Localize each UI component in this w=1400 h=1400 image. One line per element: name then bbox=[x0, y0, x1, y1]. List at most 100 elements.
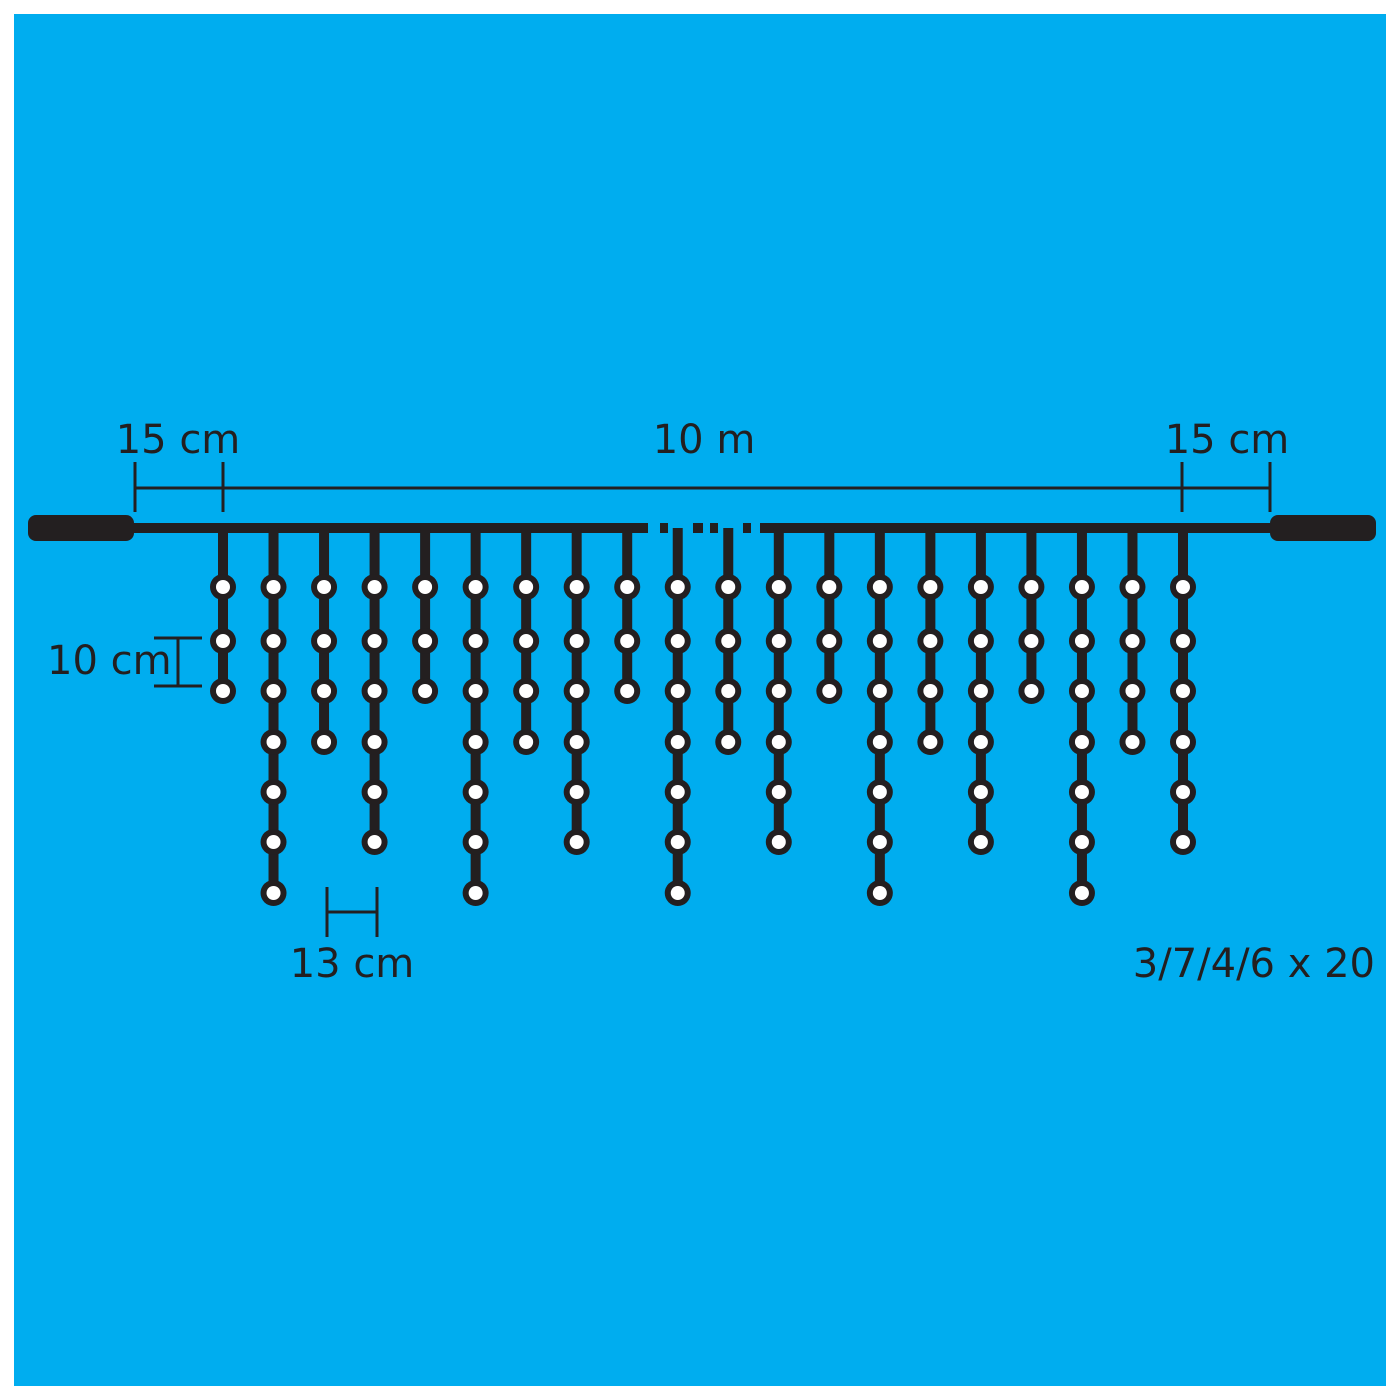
bulb bbox=[670, 580, 685, 594]
bulb bbox=[721, 634, 736, 648]
bulb bbox=[418, 634, 433, 648]
bulb bbox=[1074, 634, 1089, 648]
bulb bbox=[1176, 684, 1190, 698]
bulb bbox=[468, 835, 483, 849]
bulb bbox=[1074, 580, 1089, 594]
strand-wire bbox=[1076, 528, 1087, 893]
cable-break-dash bbox=[660, 523, 668, 533]
bulb bbox=[216, 684, 230, 698]
total-length-label: 10 m bbox=[653, 417, 756, 463]
horizontal-spacing-label: 13 cm bbox=[290, 941, 415, 987]
bulb bbox=[519, 580, 534, 594]
bulb bbox=[317, 634, 332, 648]
strand-wire bbox=[470, 528, 481, 893]
left-lead-label: 15 cm bbox=[116, 417, 241, 463]
right-lead-label: 15 cm bbox=[1165, 417, 1290, 463]
bulb bbox=[872, 580, 887, 594]
bulb bbox=[973, 835, 988, 849]
bulb bbox=[468, 886, 483, 900]
bulb bbox=[266, 835, 281, 849]
bulb bbox=[771, 835, 786, 849]
bulb bbox=[721, 580, 736, 594]
bulb bbox=[771, 634, 786, 648]
bulb bbox=[670, 634, 685, 648]
bulb bbox=[973, 580, 988, 594]
bulb bbox=[519, 735, 534, 749]
bulb bbox=[569, 580, 584, 594]
bulb bbox=[317, 735, 332, 749]
left-end-cap bbox=[28, 515, 134, 541]
bulb bbox=[1074, 835, 1089, 849]
bulb bbox=[771, 580, 786, 594]
bulb bbox=[771, 684, 786, 698]
bulb bbox=[1074, 684, 1089, 698]
bulb bbox=[771, 735, 786, 749]
bulb bbox=[771, 785, 786, 799]
bulb bbox=[266, 684, 281, 698]
strand-wire bbox=[672, 528, 683, 893]
main-cable bbox=[760, 523, 1275, 533]
bulb bbox=[872, 735, 887, 749]
right-end-cap bbox=[1270, 515, 1376, 541]
configuration-label: 3/7/4/6 x 20 bbox=[1133, 941, 1375, 987]
dimension-top bbox=[133, 462, 1272, 512]
bulb bbox=[872, 684, 887, 698]
bulb bbox=[468, 785, 483, 799]
bulb bbox=[418, 684, 433, 698]
bulb bbox=[1176, 634, 1190, 648]
bulb bbox=[468, 580, 483, 594]
bulb bbox=[1125, 735, 1140, 749]
bulb bbox=[367, 634, 382, 648]
bulb bbox=[519, 634, 534, 648]
bulb bbox=[1125, 684, 1140, 698]
strand-wire bbox=[824, 528, 835, 691]
bulb bbox=[872, 886, 887, 900]
bulb bbox=[569, 634, 584, 648]
strand-wire bbox=[874, 528, 885, 893]
dimension-vertical bbox=[154, 636, 202, 688]
bulb bbox=[973, 634, 988, 648]
bulb bbox=[973, 735, 988, 749]
bulb bbox=[822, 580, 837, 594]
bulb bbox=[367, 835, 382, 849]
bulb bbox=[1176, 835, 1190, 849]
bulb bbox=[367, 785, 382, 799]
bulb bbox=[317, 684, 332, 698]
background bbox=[14, 14, 1386, 1386]
bulb bbox=[721, 684, 736, 698]
bulb bbox=[670, 886, 685, 900]
bulb bbox=[721, 735, 736, 749]
bulb bbox=[1125, 580, 1140, 594]
bulb bbox=[973, 684, 988, 698]
bulb bbox=[569, 735, 584, 749]
bulb bbox=[1024, 684, 1039, 698]
strand-wire bbox=[218, 528, 228, 691]
bulb bbox=[1176, 735, 1190, 749]
bulb bbox=[1074, 886, 1089, 900]
strand-wire bbox=[622, 528, 633, 691]
bulb bbox=[670, 785, 685, 799]
bulb bbox=[569, 785, 584, 799]
bulb bbox=[822, 634, 837, 648]
bulb bbox=[620, 580, 635, 594]
cable-break-dash bbox=[710, 523, 718, 533]
bulb bbox=[923, 684, 938, 698]
bulb bbox=[670, 835, 685, 849]
bulb bbox=[468, 634, 483, 648]
bulb bbox=[1024, 580, 1039, 594]
bulb bbox=[266, 785, 281, 799]
bulb bbox=[620, 634, 635, 648]
strand-wire bbox=[268, 528, 279, 893]
cable-break-dash bbox=[693, 523, 703, 533]
bulb bbox=[569, 684, 584, 698]
bulb bbox=[872, 785, 887, 799]
bulb bbox=[266, 735, 281, 749]
bulb bbox=[468, 735, 483, 749]
bulb bbox=[317, 580, 332, 594]
cable-break-dash bbox=[743, 523, 751, 533]
bulb bbox=[266, 634, 281, 648]
bulb bbox=[1125, 634, 1140, 648]
bulb bbox=[1176, 580, 1190, 594]
